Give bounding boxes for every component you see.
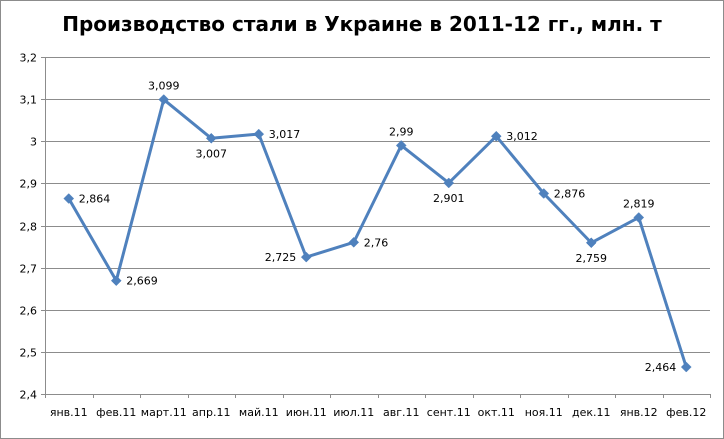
data-labels: 2,864 2,669 3,099 3,007 3,017 2,725 2,76 2,99 2,… bbox=[79, 80, 677, 374]
y-tick-label: 2,5 bbox=[20, 347, 38, 360]
x-tick-label: авг.11 bbox=[383, 406, 420, 419]
x-tick-label: ноя.11 bbox=[525, 406, 563, 419]
x-tick-label: дек.11 bbox=[572, 406, 611, 419]
y-tick-label: 2,6 bbox=[20, 305, 38, 318]
data-label: 2,901 bbox=[433, 192, 465, 205]
y-tick-label: 2,4 bbox=[20, 389, 38, 402]
x-tick-label: июн.11 bbox=[286, 406, 327, 419]
data-label: 3,007 bbox=[196, 147, 228, 160]
x-tick-label: окт.11 bbox=[478, 406, 515, 419]
data-point-marker bbox=[158, 94, 170, 105]
data-label: 2,669 bbox=[126, 275, 158, 288]
data-point-marker bbox=[63, 193, 75, 204]
x-tick-label: янв.11 bbox=[50, 406, 88, 419]
y-tick-label: 2,7 bbox=[20, 263, 38, 276]
x-tick-label: июл.11 bbox=[333, 406, 374, 419]
data-label: 2,759 bbox=[576, 252, 608, 265]
gridlines bbox=[45, 57, 710, 353]
data-point-marker bbox=[585, 237, 597, 249]
x-tick-label: фев.11 bbox=[96, 406, 136, 419]
y-tick-label: 3,1 bbox=[20, 94, 38, 107]
data-label: 3,017 bbox=[269, 128, 301, 141]
data-point-marker bbox=[680, 361, 692, 373]
data-label: 2,864 bbox=[79, 193, 111, 206]
data-label: 2,876 bbox=[554, 187, 586, 200]
data-point-marker bbox=[300, 251, 312, 263]
series-line bbox=[67, 98, 688, 368]
data-label: 3,099 bbox=[148, 80, 180, 93]
x-tick-label: сент.11 bbox=[427, 406, 471, 419]
data-label: 2,819 bbox=[623, 197, 655, 210]
chart-title: Производство стали в Украине в 2011-12 г… bbox=[62, 12, 662, 36]
data-label: 2,464 bbox=[645, 361, 677, 374]
data-label: 2,76 bbox=[364, 236, 389, 249]
y-tick-label: 2,9 bbox=[20, 178, 38, 191]
data-point-marker bbox=[633, 212, 645, 223]
data-label: 2,725 bbox=[265, 251, 297, 264]
x-tick-label: янв.12 bbox=[620, 406, 658, 419]
series-group bbox=[63, 94, 692, 373]
x-tick-labels: янв.11 фев.11 март.11 апр.11 май.11 июн.11 июл… bbox=[50, 406, 706, 419]
x-tick-label: май.11 bbox=[239, 406, 279, 419]
data-point-marker bbox=[205, 132, 217, 144]
data-point-marker bbox=[443, 177, 455, 189]
data-point-marker bbox=[395, 140, 407, 151]
data-point-marker bbox=[490, 130, 502, 142]
y-tick-label: 2,8 bbox=[20, 221, 38, 234]
data-point-marker bbox=[253, 128, 265, 140]
data-label: 2,99 bbox=[389, 125, 414, 138]
y-tick-label: 3,2 bbox=[20, 52, 38, 65]
data-point-marker bbox=[538, 188, 550, 199]
data-point-marker bbox=[348, 236, 360, 248]
axes bbox=[41, 57, 711, 398]
x-tick-label: апр.11 bbox=[192, 406, 230, 419]
y-tick-label: 3 bbox=[30, 136, 37, 149]
data-point-marker bbox=[110, 275, 122, 287]
x-tick-label: фев.12 bbox=[666, 406, 706, 419]
x-tick-label: март.11 bbox=[141, 406, 187, 419]
y-tick-labels: 2,4 2,5 2,6 2,7 2,8 2,9 3 3,1 3,2 bbox=[20, 52, 38, 402]
data-label: 3,012 bbox=[506, 130, 538, 143]
